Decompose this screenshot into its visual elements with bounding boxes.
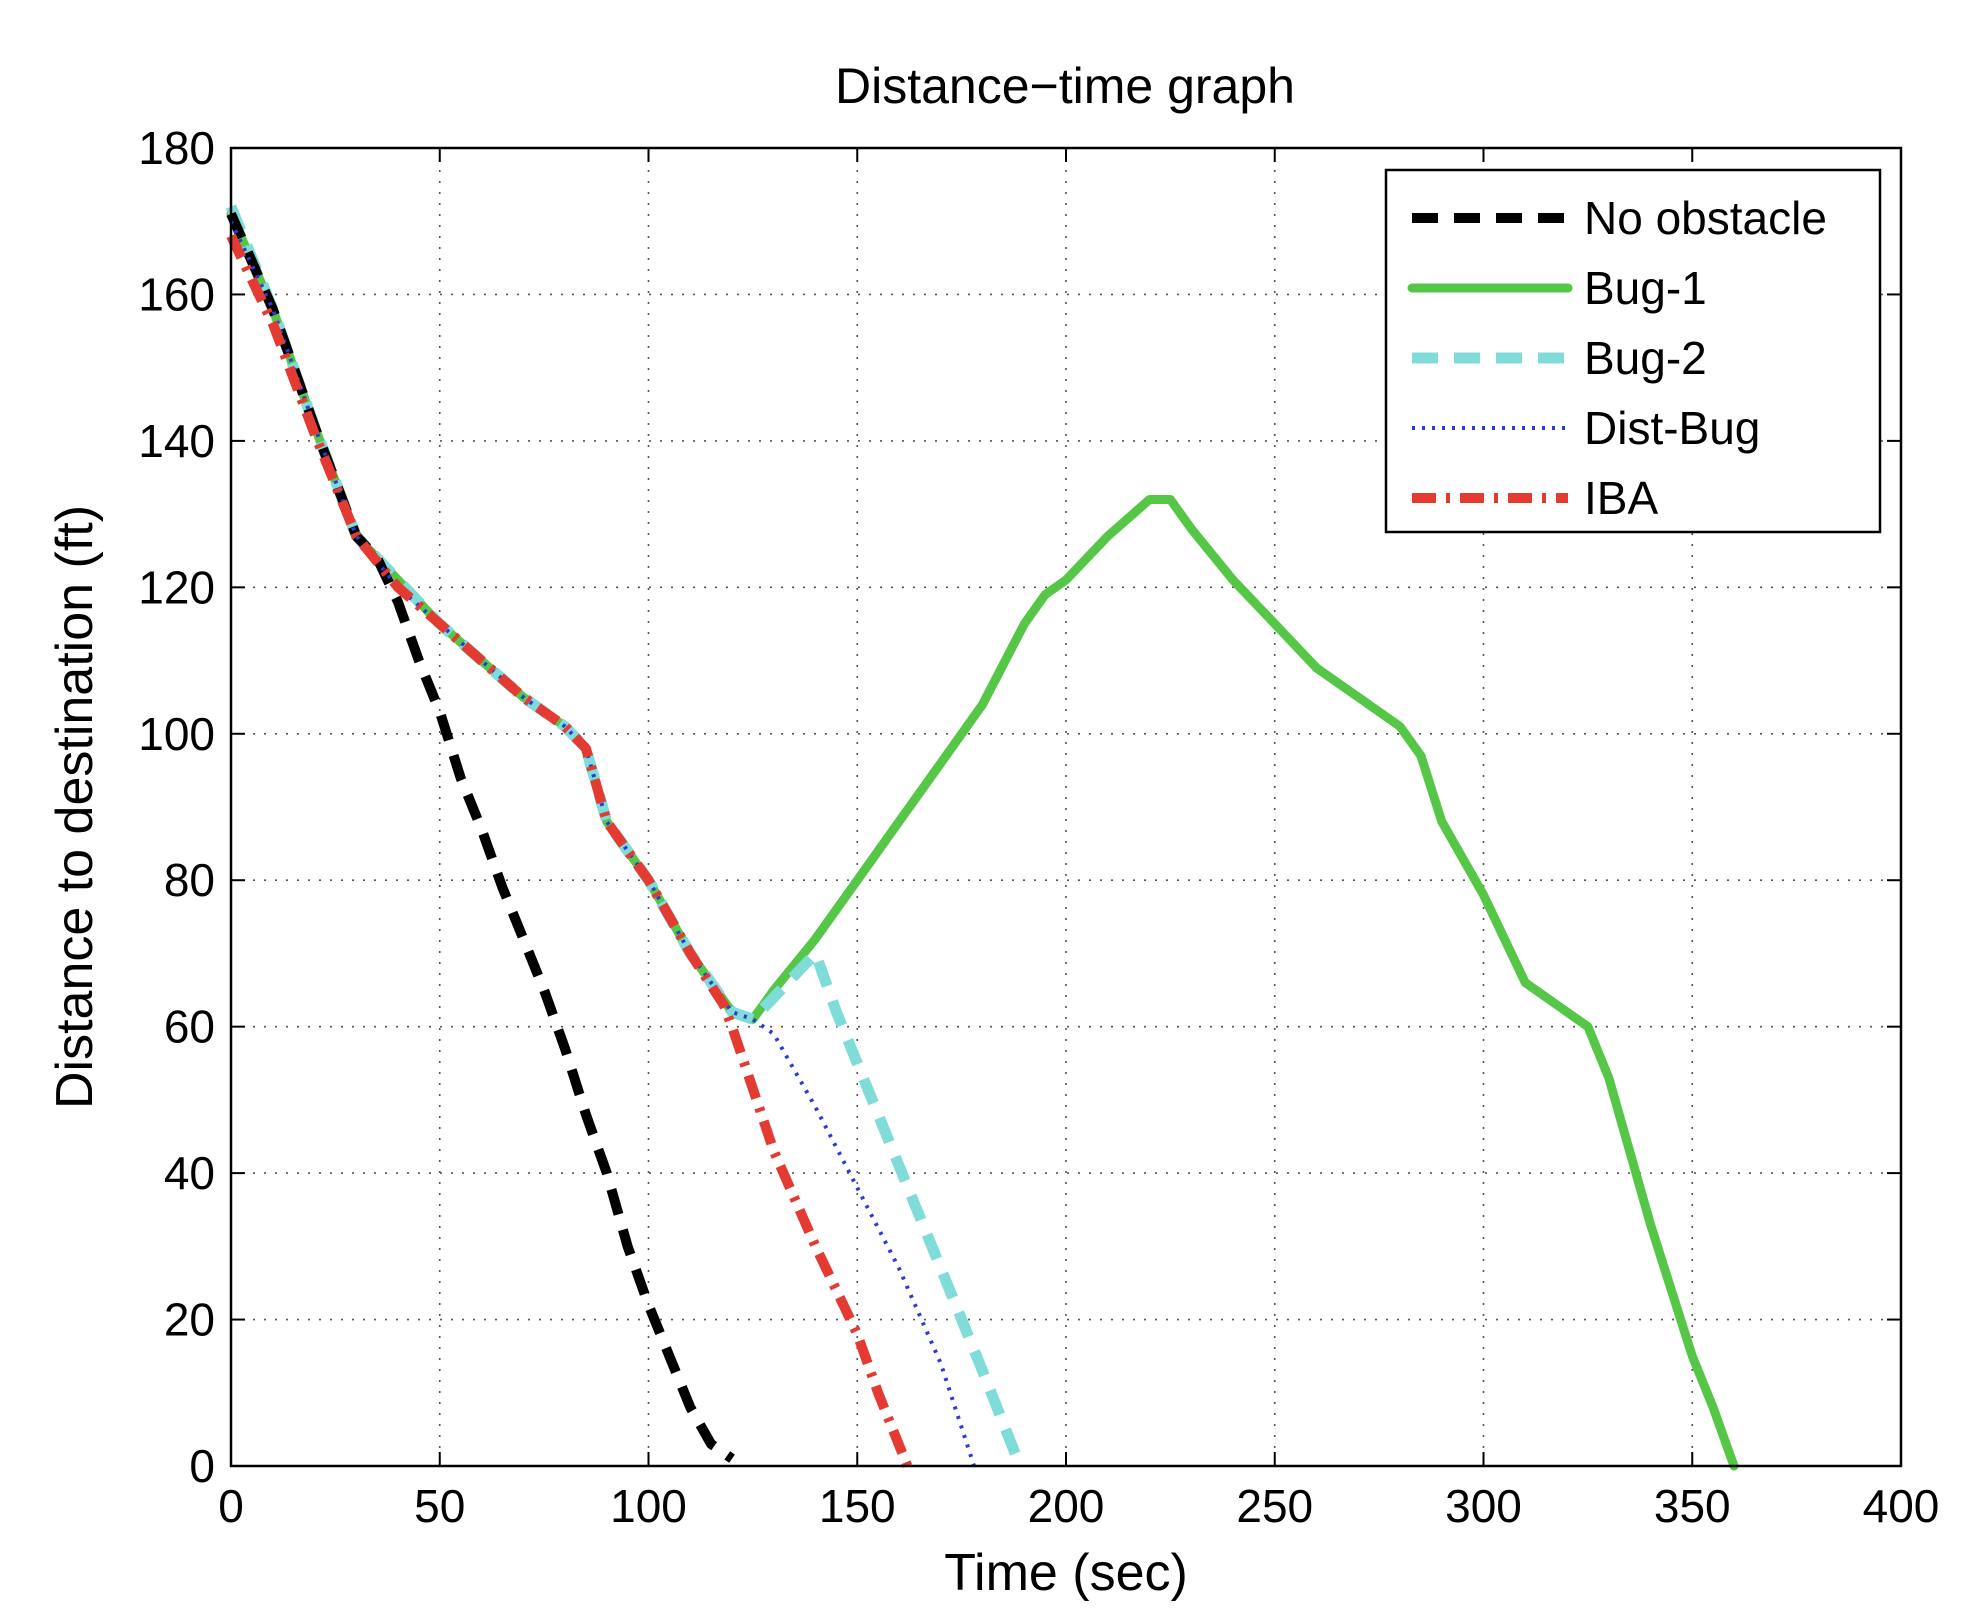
x-tick-label: 250 — [1236, 1480, 1313, 1532]
chart-title: Distance−time graph — [835, 58, 1295, 114]
x-axis-label: Time (sec) — [944, 1544, 1188, 1602]
x-tick-label: 200 — [1028, 1480, 1105, 1532]
y-tick-label: 60 — [164, 1001, 215, 1053]
data-series — [225, 204, 1739, 1471]
legend-label: No obstacle — [1584, 192, 1827, 244]
legend-label: IBA — [1584, 472, 1658, 524]
legend: No obstacle Bug-1 Bug-2 Dist-Bug IBA — [1384, 168, 1882, 534]
x-tick-label: 350 — [1654, 1480, 1731, 1532]
x-tick-label: 400 — [1863, 1480, 1940, 1532]
y-tick-label: 100 — [138, 708, 215, 760]
axis-ticks: 0 50 100 150 200 250 300 350 400 0 20 40 60 80 100 120 1… — [138, 122, 1939, 1532]
legend-label: Bug-1 — [1584, 262, 1707, 314]
x-tick-label: 150 — [819, 1480, 896, 1532]
legend-label: Dist-Bug — [1584, 402, 1760, 454]
y-tick-label: 180 — [138, 122, 215, 174]
y-tick-label: 140 — [138, 415, 215, 467]
y-tick-label: 80 — [164, 854, 215, 906]
legend-label: Bug-2 — [1584, 332, 1707, 384]
x-tick-label: 100 — [610, 1480, 687, 1532]
y-tick-label: 120 — [138, 561, 215, 613]
y-tick-label: 20 — [164, 1294, 215, 1346]
legend-box — [1384, 168, 1882, 534]
y-tick-label: 40 — [164, 1147, 215, 1199]
x-tick-label: 50 — [414, 1480, 465, 1532]
y-tick-label: 0 — [189, 1440, 215, 1492]
y-tick-label: 160 — [138, 268, 215, 320]
x-tick-label: 0 — [218, 1480, 244, 1532]
series-line-iba — [226, 233, 913, 1468]
y-axis-label: Distance to destination (ft) — [46, 505, 104, 1109]
x-tick-label: 300 — [1445, 1480, 1522, 1532]
